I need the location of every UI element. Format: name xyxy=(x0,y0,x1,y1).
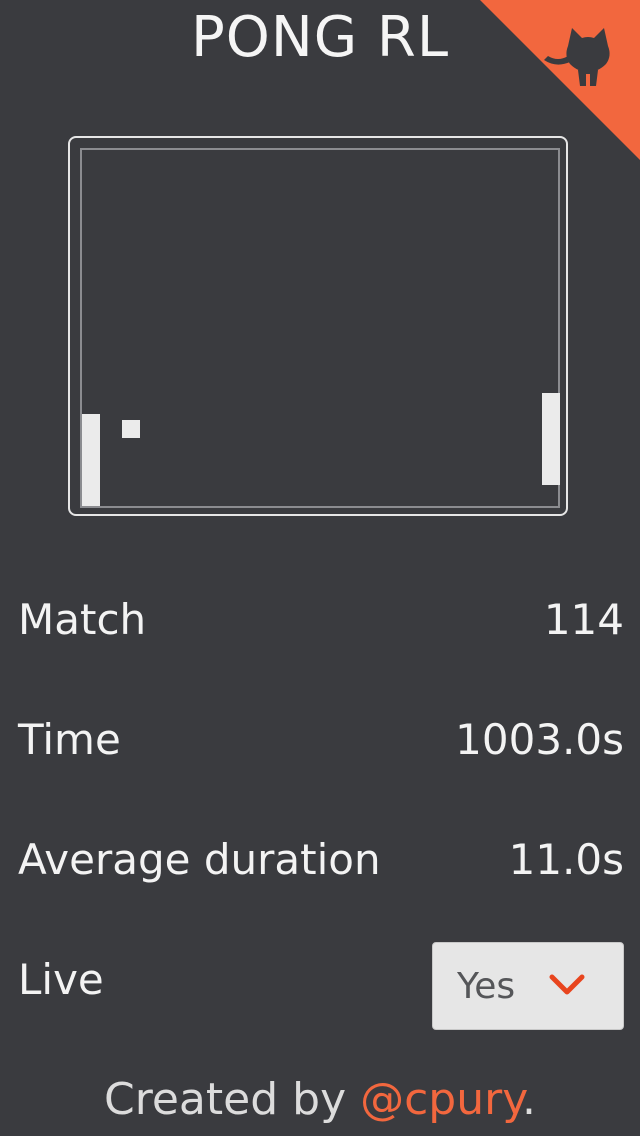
average-duration-label: Average duration xyxy=(18,835,381,884)
pong-field xyxy=(80,148,560,508)
footer-credit: Created by @cpury. xyxy=(0,1068,640,1132)
footer-suffix: . xyxy=(521,1074,536,1125)
game-canvas-frame xyxy=(68,136,568,516)
match-label: Match xyxy=(18,595,147,644)
github-octocat-icon xyxy=(480,0,640,160)
stat-row-average-duration: Average duration 11.0s xyxy=(18,830,624,890)
stat-row-time: Time 1003.0s xyxy=(18,710,624,770)
footer-prefix: Created by xyxy=(104,1074,361,1125)
time-value: 1003.0s xyxy=(455,715,624,764)
average-duration-value: 11.0s xyxy=(508,835,624,884)
live-select[interactable]: Yes xyxy=(432,942,624,1030)
live-label: Live xyxy=(18,955,104,1004)
page-title: PONG RL xyxy=(190,5,450,70)
match-value: 114 xyxy=(543,595,624,644)
author-link[interactable]: @cpury xyxy=(360,1074,522,1125)
time-label: Time xyxy=(18,715,121,764)
chevron-down-icon xyxy=(549,974,585,995)
stat-row-live: Live xyxy=(18,950,624,1010)
live-select-value: Yes xyxy=(457,966,516,1007)
github-corner-link[interactable] xyxy=(480,0,640,160)
right-paddle xyxy=(542,393,560,485)
left-paddle xyxy=(82,414,100,506)
ball xyxy=(122,420,140,438)
stat-row-match: Match 114 xyxy=(18,590,624,650)
